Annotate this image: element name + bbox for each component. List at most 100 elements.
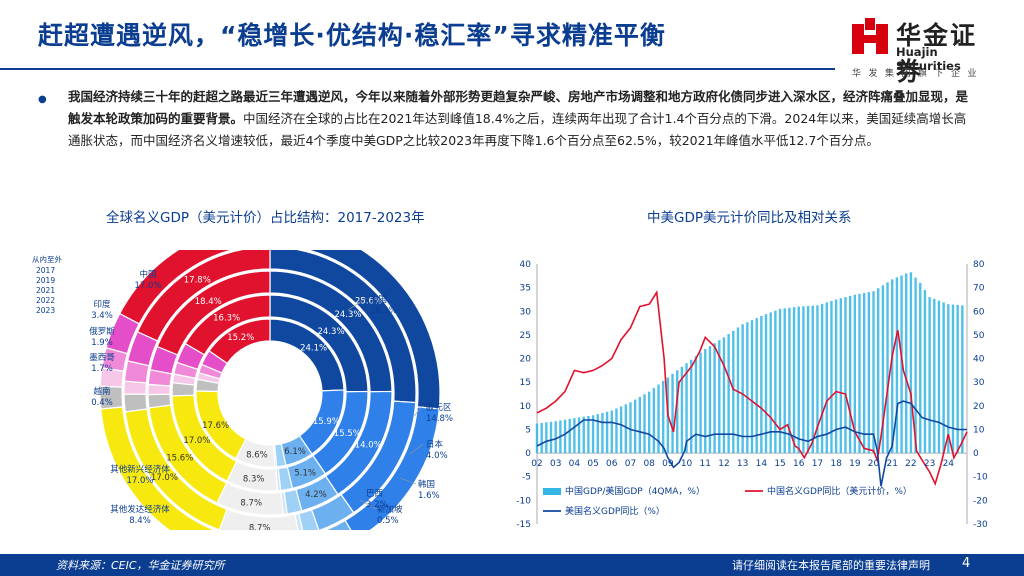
summary-bold-text: 我国经济持续三十年的赶超之路最近三年遭遇逆风，今年以来随着外部形势更趋复杂严峻、… <box>68 89 969 126</box>
donut-ring-label: 16.3% <box>213 314 240 324</box>
donut-outer-label-value: 1.7% <box>91 364 113 374</box>
donut-chart-title: 全球名义GDP（美元计价）占比结构：2017-2023年 <box>106 210 425 226</box>
donut-segment-china-2019 <box>184 294 271 356</box>
donut-ring-label: 24.1% <box>300 344 327 354</box>
combo-chart-title: 中美GDP美元计价同比及相对关系 <box>647 210 852 226</box>
combo-ratio-bar <box>905 273 908 454</box>
logo-subtitle: 华发集团旗下企业 <box>852 69 985 79</box>
combo-ratio-bar <box>671 373 674 454</box>
donut-outer-label-name: 新加坡 <box>377 504 403 515</box>
combo-ratio-bar <box>573 418 576 454</box>
combo-left-tick-label: -5 <box>522 473 531 483</box>
combo-ratio-bar <box>601 412 604 454</box>
combo-ratio-bar <box>956 304 959 454</box>
combo-ratio-bar <box>746 322 749 454</box>
combo-left-tick-label: 0 <box>525 449 531 459</box>
combo-ratio-bar <box>816 305 819 454</box>
donut-outer-label-value: 0.4% <box>91 398 113 408</box>
combo-ratio-bar <box>750 320 754 454</box>
combo-ratio-bar <box>708 346 712 454</box>
combo-ratio-bar <box>610 410 613 454</box>
combo-left-tick-label: 20 <box>520 355 532 365</box>
combo-ratio-bar <box>769 312 772 454</box>
donut-outer-label-name: 美国 <box>370 294 387 305</box>
combo-ratio-bar <box>867 292 871 454</box>
combo-right-tick-label: -10 <box>973 473 988 483</box>
combo-ratio-bar <box>886 282 889 454</box>
donut-ring-label: 18.4% <box>195 297 222 307</box>
combo-ratio-bar <box>587 415 590 454</box>
huajin-logo-icon <box>852 18 888 54</box>
combo-left-tick-label: 35 <box>520 284 531 294</box>
combo-left-tick-label: -15 <box>516 520 531 530</box>
combo-ratio-bar <box>919 282 922 454</box>
combo-legend-bar-swatch <box>543 488 561 495</box>
combo-ratio-bar <box>895 277 899 454</box>
combo-x-tick-label: 24 <box>943 459 955 469</box>
combo-ratio-bar <box>820 303 824 454</box>
donut-ring-label: 5.1% <box>294 469 316 479</box>
combo-x-tick-label: 20 <box>868 459 880 469</box>
combo-ratio-bar <box>605 411 609 454</box>
donut-leader-line <box>399 477 417 485</box>
combo-ratio-bar <box>535 423 539 454</box>
combo-x-tick-label: 17 <box>812 459 823 469</box>
combo-x-tick-label: 06 <box>606 459 618 469</box>
combo-ratio-bar <box>718 340 721 454</box>
combo-right-tick-label: 50 <box>973 331 985 341</box>
donut-ring-label: 8.7% <box>240 498 262 508</box>
donut-ring-legend-year: 2022 <box>36 296 55 305</box>
combo-x-tick-label: 12 <box>718 459 729 469</box>
combo-x-tick-label: 10 <box>681 459 693 469</box>
combo-right-tick-label: -30 <box>973 520 988 530</box>
combo-legend-label: 中国名义GDP同比（美元计价，%） <box>767 485 912 497</box>
combo-ratio-bar <box>778 308 782 454</box>
donut-outer-label-name: 俄罗斯 <box>89 326 115 337</box>
combo-ratio-bar <box>568 418 571 454</box>
donut-outer-label-name: 欧元区 <box>426 402 452 413</box>
combo-ratio-bar <box>928 297 931 454</box>
donut-ring-label: 8.7% <box>249 524 271 530</box>
combo-ratio-bar <box>545 422 548 454</box>
combo-x-tick-label: 15 <box>774 459 785 469</box>
combo-ratio-bar <box>947 304 950 454</box>
combo-ratio-bar <box>699 352 702 454</box>
donut-ring-label: 17.0% <box>151 473 178 483</box>
combo-ratio-bar <box>596 414 599 454</box>
combo-left-tick-label: 5 <box>525 425 531 435</box>
combo-ratio-bar <box>661 381 665 454</box>
donut-ring-label: 15.9% <box>313 417 340 427</box>
donut-outer-label-value: 1.9% <box>91 338 113 348</box>
combo-x-tick-label: 07 <box>625 459 636 469</box>
combo-ratio-bar <box>647 391 651 454</box>
combo-ratio-bar <box>797 306 800 454</box>
donut-segment-brazil-2022 <box>123 393 148 413</box>
combo-right-tick-label: 60 <box>973 307 985 317</box>
combo-ratio-bar <box>961 305 964 454</box>
combo-ratio-bar <box>554 421 557 454</box>
donut-outer-label-value: 4.0% <box>426 451 448 461</box>
donut-ring-label: 15.5% <box>334 429 361 439</box>
combo-ratio-bar <box>694 356 698 454</box>
donut-segment-china-2022 <box>136 250 271 342</box>
combo-ratio-bar <box>933 298 936 454</box>
gdp-share-donut-chart: 24.1% 24.3% 24.3% 25.6% 15.9% 15.5% 14.0% 15.2%… <box>32 250 453 530</box>
donut-leader-line <box>359 499 377 510</box>
donut-leader-line <box>409 443 424 455</box>
combo-x-tick-label: 09 <box>662 459 674 469</box>
combo-ratio-bars <box>535 272 964 454</box>
combo-ratio-bar <box>563 419 567 454</box>
combo-ratio-bar <box>858 293 861 454</box>
combo-ratio-bar <box>881 285 885 454</box>
donut-outer-label-name: 韩国 <box>418 479 435 490</box>
combo-ratio-bar <box>783 308 786 454</box>
combo-x-tick-label: 23 <box>924 459 935 469</box>
donut-ring-label: 15.2% <box>227 333 254 343</box>
combo-left-tick-label: 40 <box>520 260 532 270</box>
combo-legend-label: 中国GDP/美国GDP（4QMA，%） <box>565 485 705 497</box>
combo-ratio-bar <box>900 275 903 454</box>
donut-ring-label: 14.0% <box>355 441 382 451</box>
combo-x-tick-label: 04 <box>569 459 581 469</box>
combo-ratio-bar <box>923 290 927 454</box>
donut-segment-china-2017 <box>208 318 271 365</box>
